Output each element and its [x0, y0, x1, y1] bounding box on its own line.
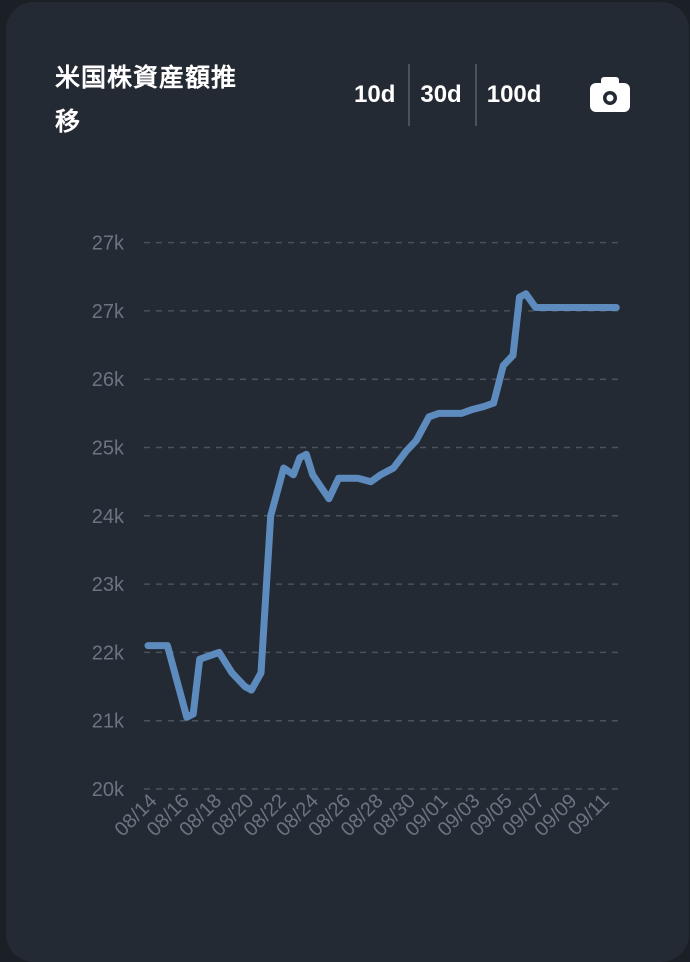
y-tick-label: 26k	[92, 369, 125, 391]
y-tick-label: 24k	[92, 506, 125, 528]
y-tick-label: 27k	[92, 301, 125, 323]
line-chart: 20k21k22k23k24k25k26k27k27k08/1408/1608/…	[92, 233, 622, 841]
y-tick-label: 21k	[92, 711, 125, 733]
series-line	[144, 290, 620, 721]
camera-icon[interactable]	[588, 75, 632, 115]
range-30d-button[interactable]: 30d	[420, 81, 462, 108]
range-divider	[474, 64, 477, 126]
y-tick-label: 25k	[92, 438, 125, 460]
asset-chart-card: 米国株資産額推移 10d 30d 100d 20k 21k 22k 23k 24k 25k…	[6, 2, 689, 962]
chart-title: 米国株資産額推移	[55, 63, 238, 136]
y-tick-label: 22k	[92, 642, 125, 664]
range-10d-button[interactable]: 10d	[354, 81, 396, 108]
range-divider	[408, 64, 411, 126]
y-tick-label: 27k	[92, 233, 125, 255]
camera-icon-svg	[590, 77, 630, 112]
range-selector: 10d 30d 100d	[344, 64, 554, 126]
y-tick-label: 23k	[92, 574, 125, 596]
range-100d-button[interactable]: 100d	[486, 81, 542, 108]
y-tick-label: 20k	[92, 779, 125, 801]
